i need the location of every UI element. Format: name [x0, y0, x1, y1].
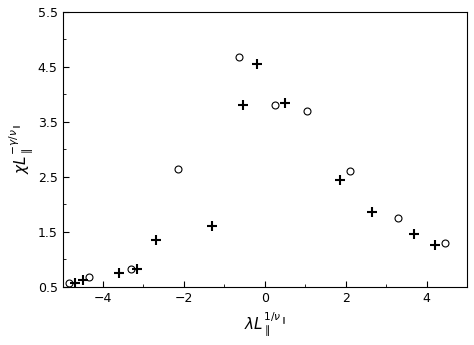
- Y-axis label: $\chi L_{\parallel}^{-\gamma/\nu_{\parallel}}$: $\chi L_{\parallel}^{-\gamma/\nu_{\paral…: [7, 124, 35, 175]
- X-axis label: $\lambda L_{\parallel}^{1/\nu_{\parallel}}$: $\lambda L_{\parallel}^{1/\nu_{\parallel…: [244, 310, 286, 338]
